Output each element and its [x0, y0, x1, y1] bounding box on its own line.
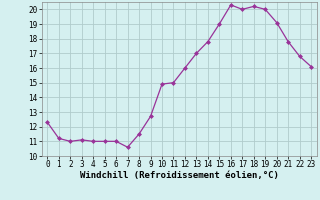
X-axis label: Windchill (Refroidissement éolien,°C): Windchill (Refroidissement éolien,°C) — [80, 171, 279, 180]
